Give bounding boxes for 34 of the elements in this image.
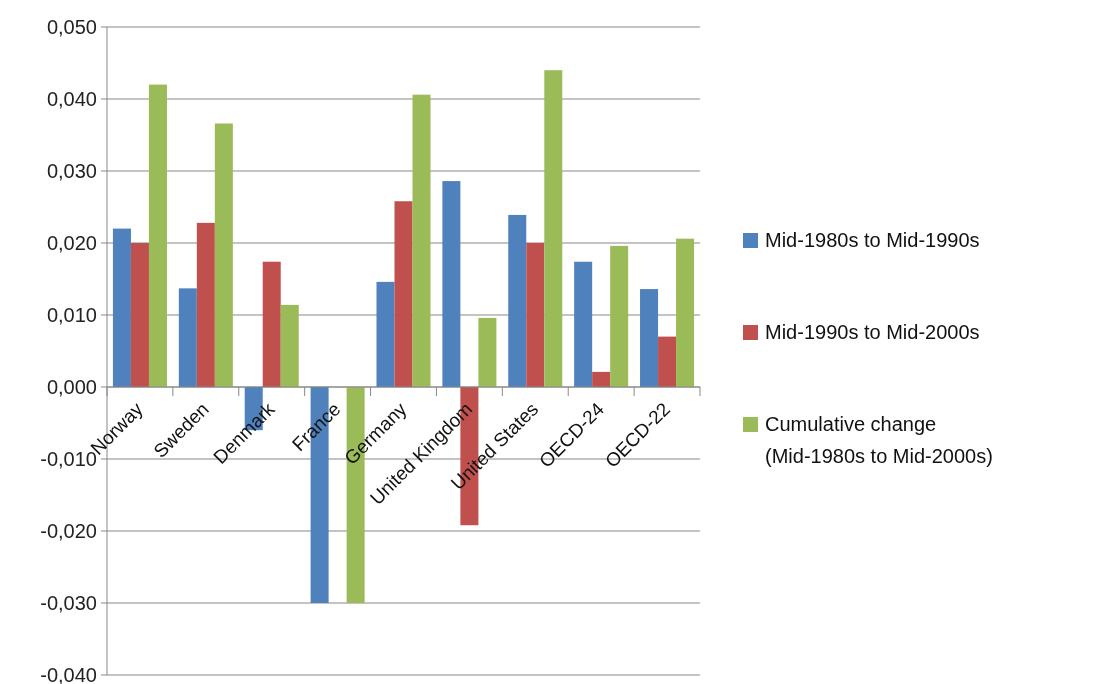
bar (658, 336, 677, 387)
y-tick-label: 0,050 (46, 16, 97, 38)
bar (610, 245, 629, 387)
bar (214, 123, 233, 387)
y-tick-label: 0,010 (46, 304, 97, 326)
bar (394, 201, 413, 387)
y-tick-label: 0,030 (46, 160, 97, 182)
bar (376, 281, 395, 387)
bar (148, 84, 167, 387)
bar (178, 288, 197, 387)
y-tick-label: -0,030 (40, 592, 97, 614)
y-tick-label: -0,020 (40, 520, 97, 542)
y-tick-label: 0,020 (46, 232, 97, 254)
bar (526, 243, 545, 387)
y-tick-label: 0,040 (46, 88, 97, 110)
bar (196, 222, 215, 387)
bar (262, 261, 281, 387)
bar (640, 289, 659, 387)
bar (412, 94, 431, 387)
bar (508, 214, 527, 387)
y-tick-label: -0,040 (40, 664, 97, 684)
legend-label: Mid-1980s to Mid-1990s (765, 229, 980, 251)
bar (130, 243, 149, 387)
bar (544, 70, 563, 387)
legend-label: Mid-1990s to Mid-2000s (765, 321, 980, 343)
bar (676, 238, 695, 387)
bar (592, 371, 611, 387)
bar (280, 304, 299, 387)
bar (442, 181, 461, 387)
y-tick-label: 0,000 (46, 376, 97, 398)
legend-label: Cumulative change (Mid-1980s to Mid-2000s) (765, 413, 993, 467)
bar (574, 261, 593, 387)
bar (478, 317, 497, 387)
bar (112, 228, 131, 387)
